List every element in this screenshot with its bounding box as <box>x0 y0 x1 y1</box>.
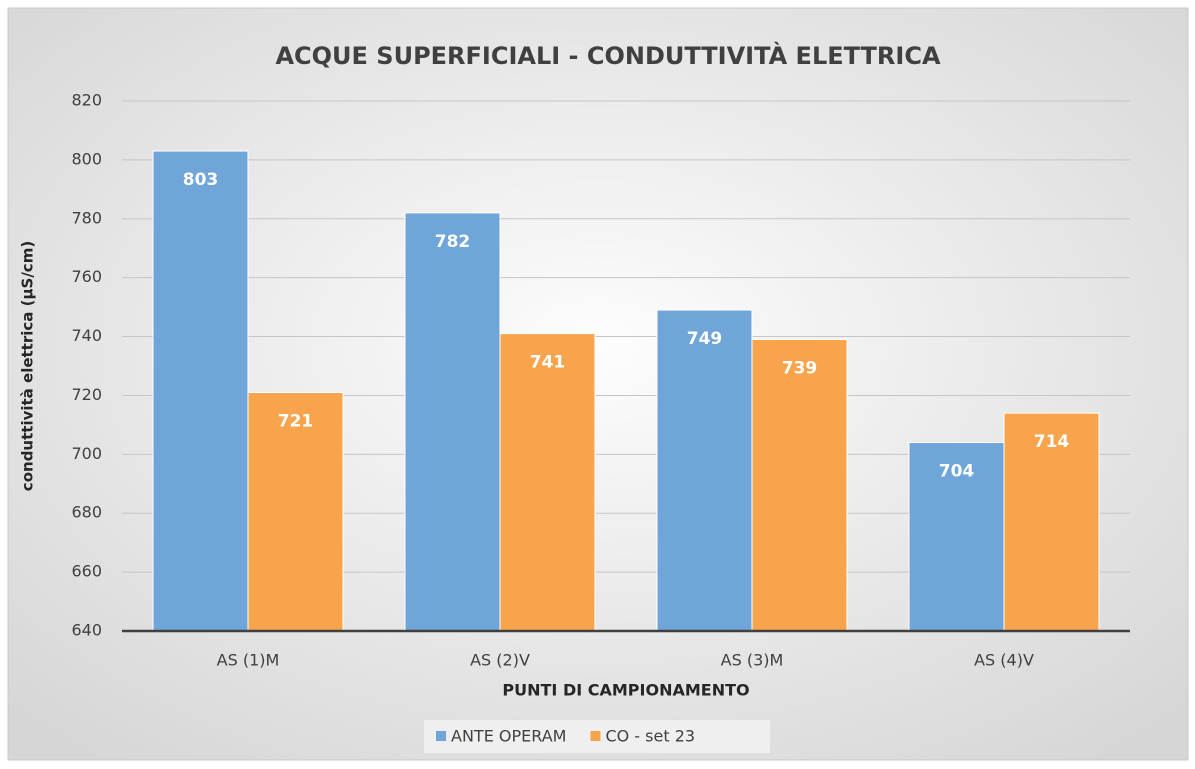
y-tick-label: 800 <box>71 149 102 168</box>
data-label: 721 <box>278 412 314 432</box>
x-tick-label: AS (2)V <box>470 651 530 670</box>
y-tick-label: 740 <box>71 326 102 345</box>
x-tick-label: AS (4)V <box>974 651 1034 670</box>
bar <box>908 442 1005 632</box>
y-tick-label: 700 <box>71 444 102 463</box>
data-label: 704 <box>939 462 975 482</box>
y-tick-label: 780 <box>71 208 102 227</box>
data-label: 739 <box>782 359 818 379</box>
y-tick-label: 680 <box>71 503 102 522</box>
bar <box>751 339 848 632</box>
y-tick-label: 640 <box>71 621 102 640</box>
y-tick-label: 660 <box>71 562 102 581</box>
legend-label: CO - set 23 <box>605 727 695 746</box>
legend-swatch <box>436 731 446 741</box>
data-label: 803 <box>183 170 219 190</box>
bar <box>404 212 501 632</box>
data-label: 782 <box>435 232 471 252</box>
bar <box>656 309 753 632</box>
bar <box>247 392 344 632</box>
chart-title: ACQUE SUPERFICIALI - CONDUTTIVITÀ ELETTR… <box>275 41 940 70</box>
legend-label: ANTE OPERAM <box>451 727 566 746</box>
bar <box>152 150 249 632</box>
x-tick-label: AS (1)M <box>217 651 280 670</box>
y-tick-label: 720 <box>71 385 102 404</box>
bar <box>499 333 596 632</box>
y-tick-label: 760 <box>71 267 102 286</box>
y-tick-label: 820 <box>71 91 102 110</box>
x-tick-label: AS (3)M <box>721 651 784 670</box>
data-label: 714 <box>1034 432 1070 452</box>
data-label: 749 <box>687 329 723 349</box>
data-label: 741 <box>530 353 566 373</box>
legend-swatch <box>590 731 601 741</box>
x-axis-label: PUNTI DI CAMPIONAMENTO <box>502 681 749 700</box>
y-axis-label: conduttività elettrica (µS/cm) <box>19 241 37 491</box>
